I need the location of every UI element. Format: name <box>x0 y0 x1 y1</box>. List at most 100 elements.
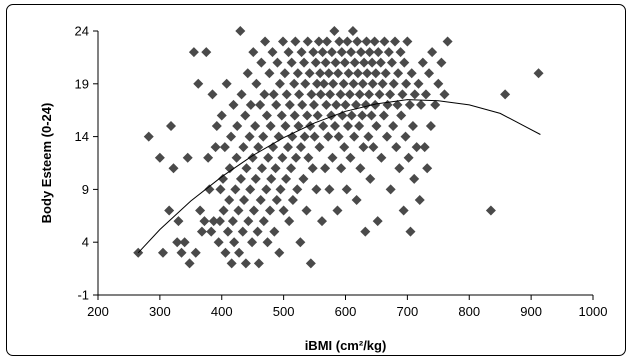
data-point <box>357 78 368 89</box>
data-point <box>306 89 317 100</box>
data-point <box>417 57 428 68</box>
data-point <box>222 226 233 237</box>
data-point <box>173 216 184 227</box>
y-tick-label: 14 <box>75 129 89 144</box>
data-point <box>409 89 420 100</box>
data-point <box>262 237 273 248</box>
data-point <box>367 78 378 89</box>
data-point <box>297 99 308 110</box>
data-point <box>278 36 289 47</box>
data-point <box>210 142 221 153</box>
data-point <box>320 57 331 68</box>
data-point <box>184 258 195 269</box>
data-point <box>256 57 267 68</box>
data-point <box>318 78 329 89</box>
data-point <box>377 78 388 89</box>
x-tick-label: 200 <box>87 304 109 319</box>
data-point <box>378 110 389 121</box>
data-point <box>315 89 326 100</box>
data-point <box>317 47 328 58</box>
data-point <box>305 258 316 269</box>
data-point <box>355 47 366 58</box>
data-point <box>338 78 349 89</box>
data-point <box>294 89 305 100</box>
data-point <box>274 247 285 258</box>
data-point <box>360 226 371 237</box>
data-point <box>364 47 375 58</box>
data-point <box>381 131 392 142</box>
data-point <box>301 205 312 216</box>
data-point <box>404 99 415 110</box>
data-point <box>386 57 397 68</box>
data-point <box>219 142 230 153</box>
data-point <box>385 184 396 195</box>
data-point <box>255 99 266 110</box>
x-tick-label: 800 <box>458 304 480 319</box>
data-point <box>154 152 165 163</box>
data-point <box>300 78 311 89</box>
data-point <box>399 57 410 68</box>
data-point <box>310 57 321 68</box>
data-point <box>263 152 274 163</box>
data-point <box>220 247 231 258</box>
data-point <box>315 68 326 79</box>
data-point <box>275 184 286 195</box>
data-point <box>340 99 351 110</box>
data-point <box>398 205 409 216</box>
data-point <box>365 173 376 184</box>
data-point <box>333 68 344 79</box>
data-point <box>253 258 264 269</box>
data-point <box>346 110 357 121</box>
data-point <box>407 121 418 132</box>
data-point <box>339 142 350 153</box>
data-point <box>272 57 283 68</box>
data-point <box>405 226 416 237</box>
data-point <box>250 173 261 184</box>
data-point <box>240 110 251 121</box>
data-point <box>190 247 201 258</box>
x-tick-label: 500 <box>273 304 295 319</box>
data-point <box>287 194 298 205</box>
data-point <box>403 152 414 163</box>
data-point <box>374 89 385 100</box>
data-point <box>168 163 179 174</box>
data-point <box>533 68 544 79</box>
data-point <box>370 99 381 110</box>
data-point <box>199 216 210 227</box>
data-point <box>247 152 258 163</box>
data-point <box>361 36 372 47</box>
data-point <box>258 131 269 142</box>
data-point <box>269 226 280 237</box>
data-point <box>358 142 369 153</box>
data-point <box>298 173 309 184</box>
data-point <box>204 184 215 195</box>
data-point <box>367 57 378 68</box>
data-point <box>256 163 267 174</box>
data-point <box>267 47 278 58</box>
data-point <box>339 57 350 68</box>
data-point <box>166 121 177 132</box>
data-point <box>425 121 436 132</box>
x-tick-label: 400 <box>211 304 233 319</box>
data-point <box>388 121 399 132</box>
data-point <box>289 110 300 121</box>
data-point <box>172 237 183 248</box>
data-point <box>259 89 270 100</box>
data-point <box>308 99 319 110</box>
data-point <box>323 131 334 142</box>
data-point <box>327 152 338 163</box>
x-tick-label: 700 <box>397 304 419 319</box>
data-point <box>406 68 417 79</box>
data-point <box>364 89 375 100</box>
data-point <box>394 163 405 174</box>
data-point <box>329 121 340 132</box>
data-point <box>216 110 227 121</box>
data-point <box>311 184 322 195</box>
data-point <box>243 216 254 227</box>
data-point <box>372 216 383 227</box>
data-point <box>252 226 263 237</box>
data-point <box>179 237 190 248</box>
data-point <box>292 184 303 195</box>
data-point <box>360 99 371 110</box>
data-point <box>226 131 237 142</box>
